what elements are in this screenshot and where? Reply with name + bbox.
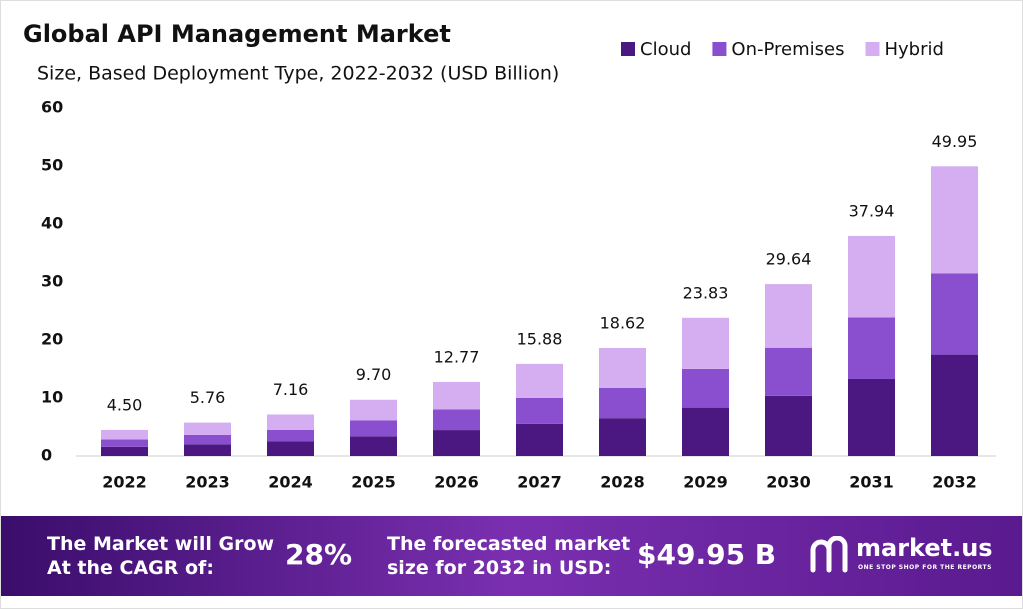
bar-segment bbox=[516, 423, 563, 456]
legend-swatch bbox=[712, 42, 727, 56]
bar-segment bbox=[516, 363, 563, 398]
bar-segment bbox=[433, 430, 480, 456]
bar-segment bbox=[184, 434, 231, 445]
legend-swatch bbox=[621, 42, 635, 56]
forecast-text: The forecasted market size for 2032 in U… bbox=[387, 532, 630, 580]
total-label: 12.77 bbox=[434, 347, 480, 366]
bar-segment bbox=[931, 273, 978, 355]
bar-segment bbox=[765, 395, 812, 456]
forecast-line: size for 2032 in USD: bbox=[387, 557, 612, 579]
y-tick-label: 0 bbox=[41, 446, 52, 465]
y-tick-label: 60 bbox=[41, 98, 63, 117]
bar-segment bbox=[765, 347, 812, 396]
legend-label: Cloud bbox=[640, 39, 691, 60]
y-tick-label: 10 bbox=[41, 388, 63, 407]
brand: market.us bbox=[856, 534, 993, 562]
x-tick-label: 2022 bbox=[102, 473, 147, 492]
bar-segment bbox=[101, 446, 148, 456]
y-tick-label: 50 bbox=[41, 156, 63, 175]
cagr-value: 28% bbox=[285, 538, 353, 571]
x-tick-label: 2028 bbox=[600, 473, 645, 492]
bar-segment bbox=[350, 436, 397, 456]
forecast-line: The forecasted market bbox=[387, 533, 631, 555]
forecast-value: $49.95 B bbox=[637, 538, 777, 571]
cagr-line: The Market will Grow bbox=[47, 533, 275, 555]
legend-label: On-Premises bbox=[731, 39, 844, 60]
logo-icon bbox=[810, 536, 848, 573]
bar-segment bbox=[433, 409, 480, 431]
bar-segment bbox=[267, 441, 314, 456]
legend-swatch bbox=[865, 42, 880, 56]
total-label: 18.62 bbox=[600, 314, 646, 333]
x-tick-label: 2032 bbox=[932, 473, 977, 492]
x-tick-label: 2024 bbox=[268, 473, 313, 492]
bar-segment bbox=[184, 444, 231, 456]
legend-label: Hybrid bbox=[884, 39, 943, 60]
x-tick-label: 2031 bbox=[849, 473, 894, 492]
total-label: 4.50 bbox=[107, 395, 143, 414]
footer: The Market will Grow At the CAGR of: 28%… bbox=[1, 516, 1022, 596]
bar-segment bbox=[931, 166, 978, 274]
bar-segment bbox=[350, 420, 397, 437]
bar-segment bbox=[267, 429, 314, 442]
bar-segment bbox=[682, 317, 729, 369]
bar-segment bbox=[848, 378, 895, 456]
bar-segment bbox=[350, 399, 397, 421]
chart-title: Global API Management Market bbox=[23, 20, 451, 48]
x-tick-label: 2025 bbox=[351, 473, 396, 492]
bar-segment bbox=[599, 418, 646, 456]
total-label: 23.83 bbox=[683, 283, 729, 302]
x-tick-label: 2030 bbox=[766, 473, 811, 492]
bar-segment bbox=[101, 429, 148, 440]
x-tick-label: 2029 bbox=[683, 473, 728, 492]
bar-segment bbox=[848, 317, 895, 379]
x-tick-label: 2027 bbox=[517, 473, 562, 492]
bar-segment bbox=[765, 284, 812, 348]
bar-segment bbox=[931, 354, 978, 456]
bar-segment bbox=[433, 381, 480, 410]
total-label: 29.64 bbox=[766, 250, 812, 269]
cagr-text: The Market will Grow At the CAGR of: bbox=[47, 532, 274, 580]
bar-segment bbox=[184, 422, 231, 435]
y-tick-label: 20 bbox=[41, 330, 63, 349]
bar-segment bbox=[599, 348, 646, 388]
total-label: 5.76 bbox=[190, 388, 226, 407]
total-label: 37.94 bbox=[849, 201, 895, 220]
total-label: 9.70 bbox=[356, 365, 392, 384]
x-tick-label: 2023 bbox=[185, 473, 230, 492]
bar-segment bbox=[682, 407, 729, 456]
total-label: 15.88 bbox=[517, 329, 563, 348]
bar-segment bbox=[267, 414, 314, 430]
chart-subtitle: Size, Based Deployment Type, 2022-2032 (… bbox=[37, 63, 559, 85]
total-label: 49.95 bbox=[932, 132, 978, 151]
cagr-line: At the CAGR of: bbox=[47, 557, 214, 579]
bar-segment bbox=[101, 439, 148, 447]
chart: Global API Management Market Size, Based… bbox=[23, 20, 996, 492]
y-tick-label: 30 bbox=[41, 272, 63, 291]
tagline: ONE STOP SHOP FOR THE REPORTS bbox=[858, 564, 992, 571]
bar-segment bbox=[682, 368, 729, 408]
y-tick-label: 40 bbox=[41, 214, 63, 233]
bar-segment bbox=[599, 387, 646, 419]
bar-segment bbox=[848, 235, 895, 318]
total-label: 7.16 bbox=[273, 380, 309, 399]
x-tick-label: 2026 bbox=[434, 473, 479, 492]
bar-segment bbox=[516, 397, 563, 424]
